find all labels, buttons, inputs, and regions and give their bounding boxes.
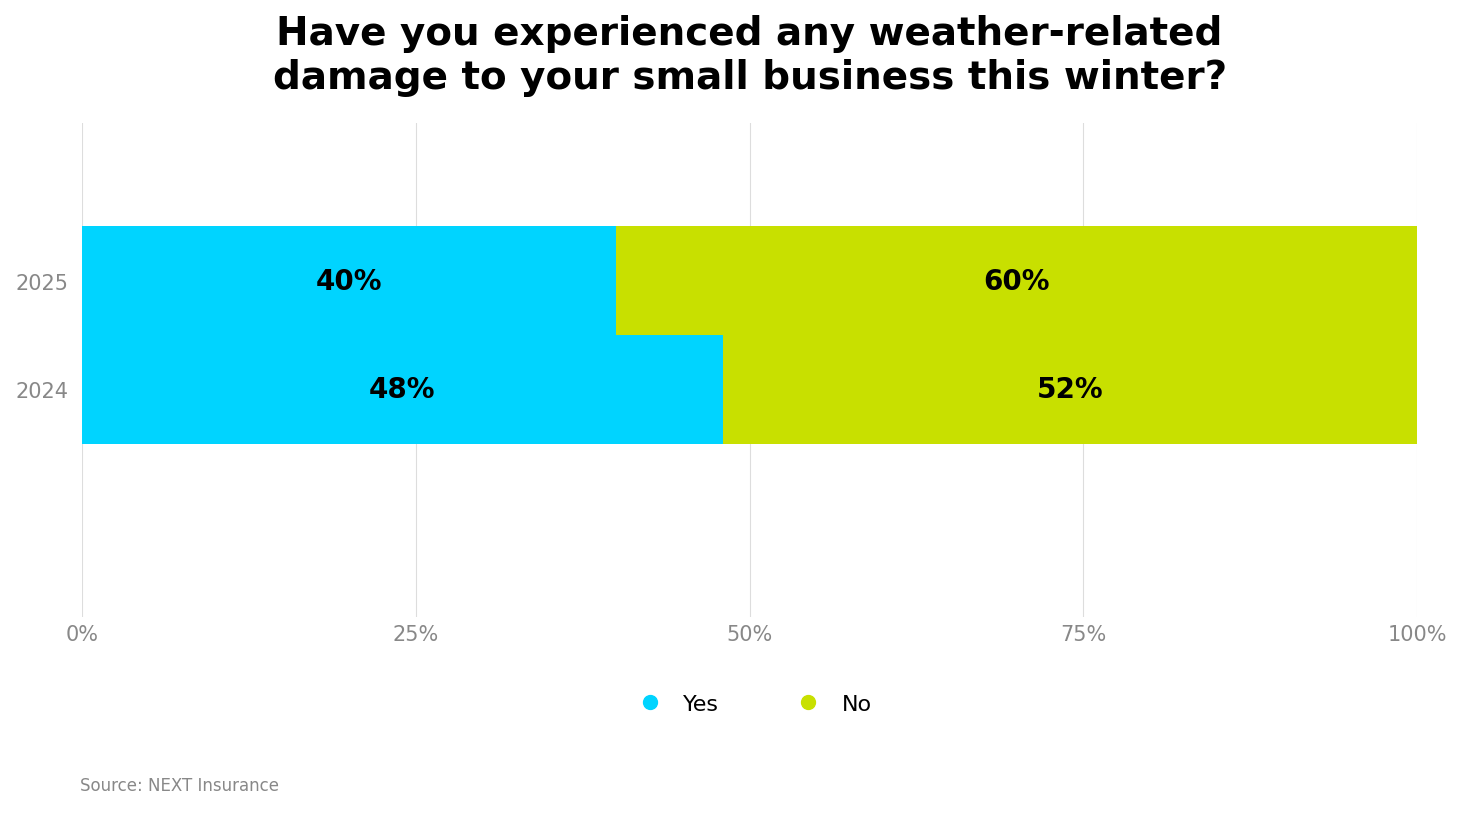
Bar [722,336,1417,444]
Bar [616,227,1417,336]
Text: Source: NEXT Insurance: Source: NEXT Insurance [80,776,279,794]
Bar [82,227,616,336]
Legend: Yes, No: Yes, No [627,695,871,715]
Bar [82,336,722,444]
Text: 48%: 48% [368,376,436,404]
Text: 40%: 40% [316,267,382,295]
Title: Have you experienced any weather-related
damage to your small business this wint: Have you experienced any weather-related… [272,15,1227,97]
Text: 60%: 60% [984,267,1050,295]
Text: 52%: 52% [1037,376,1104,404]
